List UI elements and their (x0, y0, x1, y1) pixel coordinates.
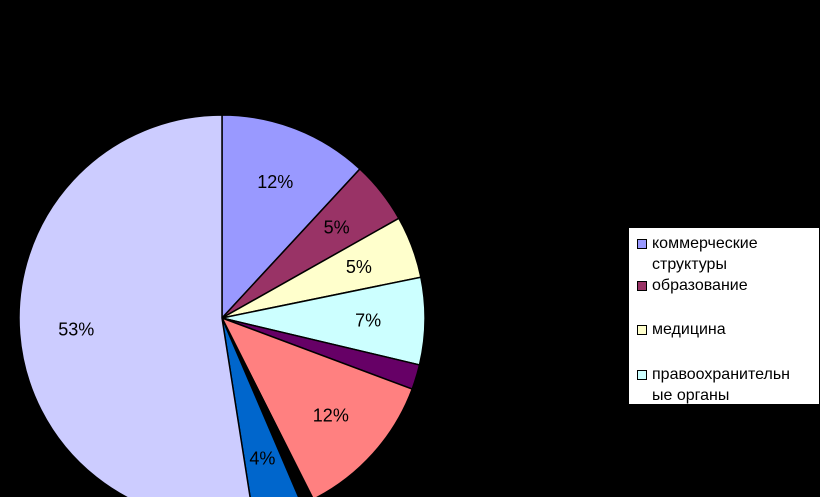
slice-data-label: 12% (313, 406, 349, 426)
pie-slice (221, 114, 361, 320)
slice-data-label: 5% (346, 257, 372, 277)
pie-slice (220, 316, 414, 497)
legend-item-medicine: медицина (637, 319, 820, 340)
legend-label-cont: структуры (652, 256, 727, 273)
legend-label: медицина (652, 321, 726, 338)
slice-data-label: 7% (355, 310, 381, 330)
legend-label-cont: ые органы (652, 387, 730, 404)
legend-label: правоохранительн (652, 366, 790, 383)
legend-swatch (637, 370, 647, 380)
slice-data-label: 5% (324, 217, 350, 237)
pie-slice (221, 317, 300, 497)
legend-item-commercial: коммерческие структуры (637, 233, 820, 275)
legend-label: образование (652, 277, 748, 294)
legend-swatch (637, 281, 647, 291)
slice-data-label: 12% (257, 172, 293, 192)
legend-item-law-enforcement: правоохранительн ые органы (637, 364, 820, 406)
pie-slice (18, 114, 251, 497)
slice-data-label: 53% (58, 319, 94, 339)
slice-data-label: 4% (249, 448, 275, 468)
legend-swatch (637, 325, 647, 335)
legend-label: коммерческие (652, 235, 758, 252)
chart-legend: коммерческие структуры образование медици… (628, 227, 820, 405)
legend-item-education: образование (637, 275, 820, 296)
legend-swatch (637, 239, 647, 249)
